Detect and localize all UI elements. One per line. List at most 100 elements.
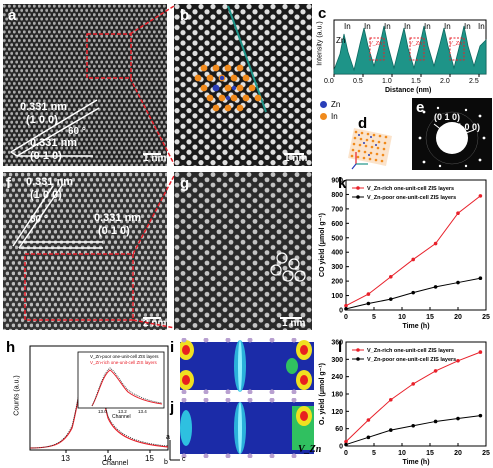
panel-d-axes-icon: [351, 152, 368, 170]
y-tick-label: 360: [331, 340, 343, 347]
x-tick-label: 20: [454, 314, 462, 321]
panel-a-dist2: 0.331 nm: [30, 137, 78, 149]
y-tick-label: 240: [331, 374, 343, 381]
panel-c-ylabel: Intensity (a.u.): [316, 21, 324, 66]
panel-label-h: h: [6, 339, 16, 356]
data-point: [411, 257, 415, 262]
panel-a-angle: 60 °: [68, 126, 86, 137]
legend-marker: [356, 357, 360, 361]
y-tick-label: 0: [339, 444, 343, 451]
legend-label: V_Zn-poor one-unit-cell ZIS layers: [367, 357, 456, 363]
x-tick-label: 10: [398, 450, 406, 457]
data-point: [433, 241, 438, 246]
data-point: [411, 290, 415, 295]
data-point: [411, 423, 415, 428]
y-axis-label: CO yield (μmol g⁻¹): [319, 213, 326, 277]
x-tick: 1.5: [411, 78, 421, 85]
legend-zn: Zn: [331, 99, 341, 109]
panel-c-elem-in1: In: [344, 22, 351, 31]
data-point: [389, 274, 393, 279]
data-point: [366, 418, 371, 422]
panel-c-elem-in7: In: [464, 22, 471, 31]
legend-label: V_Zn-poor one-unit-cell ZIS layers: [367, 195, 456, 201]
inset-tick: 13.4: [138, 409, 147, 414]
axis-c: c: [182, 456, 186, 463]
panel-label-a: a: [8, 7, 17, 24]
x-tick-label: 25: [482, 450, 490, 457]
panel-label-i: i: [170, 339, 175, 356]
panel-j-charge-density: [180, 398, 314, 458]
panel-h-xlabel: Channel: [102, 460, 129, 467]
y-tick-label: 200: [331, 279, 343, 286]
panel-label-k: k: [338, 175, 347, 192]
panel-c-xticks: 0.0 0.5 1.0 1.5 2.0 2.5: [324, 78, 490, 88]
lattice-angle-lines: [12, 183, 103, 249]
data-point: [433, 369, 438, 373]
vacancy-circles: [270, 252, 306, 282]
panel-c-elem-in3: In: [384, 22, 391, 31]
in-atom-swatch: [320, 112, 327, 120]
x-tick-label: 15: [426, 450, 434, 457]
panel-b-scale: 1 nm: [284, 153, 308, 164]
data-point: [344, 307, 348, 311]
y-tick-label: 300: [331, 264, 343, 271]
x-tick-label: 0: [344, 314, 348, 321]
zoom-connector-lines: [130, 5, 175, 165]
panel-f-dist2: 0.331 nm: [94, 212, 142, 224]
panel-ij-axes-icon: [169, 440, 180, 461]
y-axis-label: O₂ yield (μmol g⁻¹): [319, 363, 326, 425]
data-point: [478, 413, 483, 418]
x-tick-label: 10: [398, 314, 406, 321]
panel-g-scale: 1 nm: [282, 318, 306, 329]
panel-label-b: b: [180, 7, 190, 24]
panel-h-ylabel: Counts (a.u.): [13, 375, 21, 416]
x-tick: 13: [61, 454, 70, 463]
axis-a: a: [166, 434, 170, 441]
y-tick-label: 400: [331, 250, 343, 257]
data-point: [478, 350, 483, 354]
lattice-angle-lines: [10, 99, 100, 157]
panel-d-crystal-model: [348, 128, 392, 166]
y-tick-label: 900: [331, 178, 343, 185]
data-point: [433, 419, 438, 424]
panel-label-j: j: [170, 399, 175, 416]
panel-c-elem-in2: In: [364, 22, 371, 31]
panel-c-vacancy-2: V_Zn: [409, 41, 423, 47]
data-point: [366, 292, 371, 296]
panel-c-elem-in8: In: [478, 22, 485, 31]
x-tick-label: 15: [426, 314, 434, 321]
data-point: [411, 382, 415, 386]
data-point: [433, 285, 438, 289]
legend-label: V_Zn-rich one-unit-cell ZIS layers: [367, 348, 454, 354]
data-point: [478, 194, 483, 198]
x-tick: 2.0: [440, 78, 450, 85]
legend-label: V_Zn-rich one-unit-cell ZIS layers: [367, 186, 454, 192]
x-tick: 2.5: [469, 78, 479, 85]
y-tick-label: 180: [331, 392, 343, 399]
panel-b-haadf-image: [174, 4, 312, 166]
panel-d-legend: Zn In: [320, 98, 340, 122]
panel-f-plane2: (0 1 0): [98, 225, 130, 237]
zoom-region-box: [24, 253, 134, 321]
y-tick-label: 300: [331, 357, 343, 364]
x-tick-label: 25: [482, 314, 490, 321]
data-point: [389, 428, 393, 432]
panel-l-o2-yield-chart: 0 60 120 180 240 300 360 0 5 10 15 20 25 Time (h) O₂ y…: [319, 340, 490, 467]
data-point: [366, 435, 371, 440]
panel-label-f: f: [6, 175, 11, 192]
panel-a-plane1: (1 0 0): [26, 114, 58, 126]
panel-a-plane2: (0 1 0): [30, 150, 62, 162]
x-tick-label: 5: [372, 314, 376, 321]
panel-a-scale: 1 nm: [143, 153, 167, 164]
axis-b: b: [164, 459, 168, 466]
legend-marker: [356, 348, 360, 352]
zoom-region-box: [86, 33, 132, 79]
panel-c-vacancy-1: V_Zn: [369, 41, 383, 47]
x-tick-label: 20: [454, 450, 462, 457]
data-point: [478, 276, 483, 281]
panel-f-angle: 60 °: [30, 214, 48, 225]
inset-legend-rich: V_Zn-rich one-unit-cell ZIS layers: [90, 360, 157, 365]
panel-c-xlabel: Distance (nm): [385, 87, 432, 94]
y-tick-label: 500: [331, 235, 343, 242]
panel-c-elem-in5: In: [424, 22, 431, 31]
